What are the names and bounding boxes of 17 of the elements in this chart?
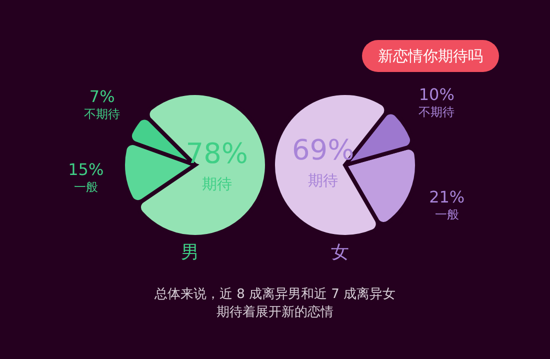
text: 女 xyxy=(331,242,349,263)
text: 期待着展开新的恋情 xyxy=(216,304,334,322)
data-label: 69% xyxy=(292,133,354,166)
data-label: 10% xyxy=(418,85,454,104)
slice-label: 一般 xyxy=(434,208,459,222)
slice-label: 期待 xyxy=(202,175,232,194)
slice-label: 不期待 xyxy=(84,107,120,122)
data-label: 21% xyxy=(429,188,465,207)
slice-label: 一般 xyxy=(74,180,98,194)
text: 总体来说，近 8 成离异男和近 7 成离异女 xyxy=(153,286,397,304)
data-label: 15% xyxy=(68,160,104,179)
text: 男 xyxy=(181,242,199,263)
text: 新恋情你期待吗 xyxy=(362,40,499,72)
slice-label: 不期待 xyxy=(418,105,455,120)
data-label: 7% xyxy=(89,87,115,106)
slice-label: 期待 xyxy=(308,171,338,190)
data-label: 78% xyxy=(186,137,248,170)
